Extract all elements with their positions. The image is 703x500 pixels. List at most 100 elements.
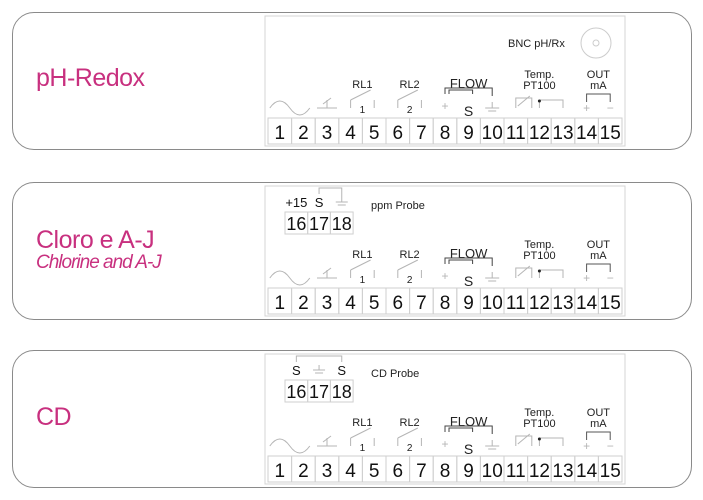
terminal-number: 8 bbox=[440, 461, 451, 482]
flow-plus: + bbox=[441, 269, 448, 283]
probe-terminal-number: 16 bbox=[286, 214, 306, 234]
ac-power-icon bbox=[269, 438, 311, 454]
out-plus: + bbox=[583, 271, 590, 285]
earth-icon bbox=[317, 435, 337, 447]
terminal-cell bbox=[597, 287, 623, 315]
earth-icon bbox=[317, 97, 337, 109]
relay-number: 1 bbox=[360, 105, 366, 116]
probe-terminal-cell bbox=[329, 379, 354, 403]
probe-terminal-number: 17 bbox=[309, 214, 329, 234]
terminal-number: 6 bbox=[393, 461, 404, 482]
probe-pin-label: S bbox=[315, 195, 324, 210]
temp-label: Temp. bbox=[524, 69, 554, 81]
terminal-number: 3 bbox=[322, 461, 333, 482]
rl2-label: RL2 bbox=[400, 249, 420, 261]
terminal-number: 6 bbox=[393, 123, 404, 144]
out-label: OUT bbox=[587, 239, 611, 251]
panel-subtitle-chlorine: Chlorine and A-J bbox=[36, 252, 162, 273]
terminal-number: 3 bbox=[322, 123, 333, 144]
junction-dot bbox=[537, 437, 541, 441]
thermistor-icon bbox=[515, 433, 564, 446]
relay-switch-icon bbox=[350, 89, 375, 108]
terminal-number: 14 bbox=[576, 123, 598, 144]
terminal-number: 2 bbox=[298, 123, 309, 144]
out-plus: + bbox=[583, 101, 590, 115]
terminal-number: 7 bbox=[416, 461, 427, 482]
flow-plus: + bbox=[441, 437, 448, 451]
out-minus: − bbox=[607, 101, 614, 115]
terminal-number: 12 bbox=[529, 123, 550, 144]
terminal-number: 15 bbox=[600, 293, 621, 314]
flow-signal: S bbox=[464, 441, 473, 457]
terminal-number: 1 bbox=[275, 461, 286, 482]
terminal-number: 4 bbox=[345, 123, 356, 144]
temp-label: Temp. bbox=[524, 407, 554, 419]
probe-label: CD Probe bbox=[371, 368, 419, 380]
terminal-number: 10 bbox=[482, 293, 503, 314]
terminal-number: 9 bbox=[463, 293, 474, 314]
relay-switch-icon bbox=[350, 259, 375, 278]
pt100-label: PT100 bbox=[523, 250, 555, 262]
terminal-number: 13 bbox=[552, 293, 573, 314]
flow-signal: S bbox=[464, 273, 473, 289]
terminal-number: 9 bbox=[463, 123, 474, 144]
terminal-cell bbox=[597, 117, 623, 145]
rl1-label: RL1 bbox=[352, 249, 372, 261]
terminal-number: 15 bbox=[600, 123, 621, 144]
probe-terminal-number: 16 bbox=[286, 382, 306, 402]
thermistor-icon bbox=[515, 265, 564, 278]
probe-ground-icon bbox=[318, 187, 348, 206]
terminal-box bbox=[264, 353, 626, 485]
ground-icon bbox=[485, 102, 500, 112]
terminal-number: 4 bbox=[345, 461, 356, 482]
out-minus: − bbox=[607, 271, 614, 285]
junction-dot bbox=[537, 269, 541, 273]
pt100-label: PT100 bbox=[523, 418, 555, 430]
ground-icon bbox=[485, 272, 500, 282]
terminal-number: 6 bbox=[393, 293, 404, 314]
terminal-number: 7 bbox=[416, 123, 427, 144]
terminal-number: 4 bbox=[345, 293, 356, 314]
flow-wiring-icon bbox=[444, 425, 493, 434]
flow-label: FLOW bbox=[450, 414, 488, 429]
panel-title-cd: CD bbox=[36, 403, 72, 431]
terminal-number: 11 bbox=[506, 123, 526, 144]
out-minus: − bbox=[607, 439, 614, 453]
rl1-label: RL1 bbox=[352, 79, 372, 91]
rl1-label: RL1 bbox=[352, 417, 372, 429]
relay-number: 2 bbox=[407, 443, 413, 454]
relay-number: 1 bbox=[360, 275, 366, 286]
flow-label: FLOW bbox=[450, 246, 488, 261]
probe-label: ppm Probe bbox=[371, 200, 425, 212]
probe-ground-icon bbox=[295, 355, 343, 374]
probe-terminal-number: 18 bbox=[332, 382, 352, 402]
relay-switch-icon bbox=[397, 259, 422, 278]
ac-power-icon bbox=[269, 100, 311, 116]
ma-label: mA bbox=[590, 418, 607, 430]
probe-terminal-number: 18 bbox=[332, 214, 352, 234]
terminal-number: 10 bbox=[482, 461, 503, 482]
relay-number: 2 bbox=[407, 105, 413, 116]
rl2-label: RL2 bbox=[400, 79, 420, 91]
probe-pin-label: S bbox=[337, 363, 346, 378]
out-label: OUT bbox=[587, 69, 611, 81]
probe-terminal-cell bbox=[329, 211, 354, 235]
ac-power-icon bbox=[269, 270, 311, 286]
relay-switch-icon bbox=[397, 89, 422, 108]
terminal-number: 5 bbox=[369, 461, 380, 482]
bnc-label: BNC pH/Rx bbox=[508, 38, 565, 50]
terminal-number: 12 bbox=[529, 461, 550, 482]
rl2-label: RL2 bbox=[400, 417, 420, 429]
relay-number: 1 bbox=[360, 443, 366, 454]
junction-dot bbox=[537, 99, 541, 103]
pt100-label: PT100 bbox=[523, 80, 555, 92]
terminal-number: 12 bbox=[529, 293, 550, 314]
terminal-number: 8 bbox=[440, 293, 451, 314]
panel-title-chlorine: Cloro e A-J bbox=[36, 226, 155, 254]
terminal-number: 15 bbox=[600, 461, 621, 482]
panel-ph-redox bbox=[12, 12, 692, 150]
terminal-number: 1 bbox=[275, 123, 286, 144]
terminal-number: 2 bbox=[298, 461, 309, 482]
relay-switch-icon bbox=[350, 427, 375, 446]
out-plus: + bbox=[583, 439, 590, 453]
